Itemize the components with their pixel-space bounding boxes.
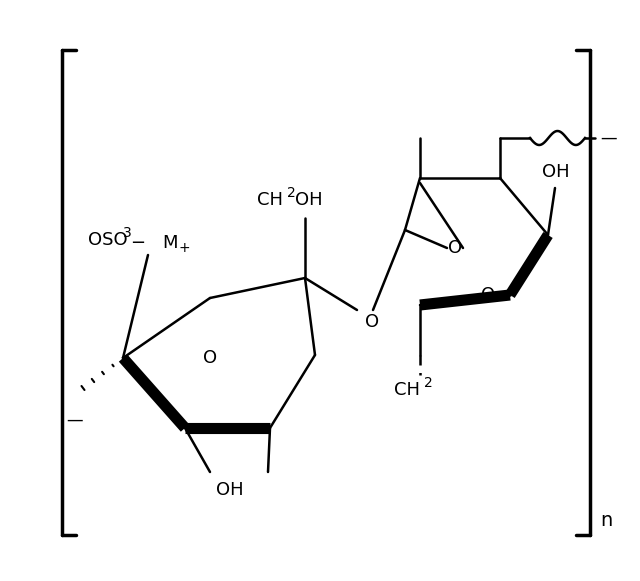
Text: −: − (130, 234, 145, 252)
Text: n: n (600, 511, 612, 529)
Text: O: O (448, 239, 462, 257)
Text: OSO: OSO (88, 231, 127, 249)
Text: OH: OH (542, 163, 570, 181)
Text: CH: CH (257, 191, 283, 209)
Text: 3: 3 (123, 226, 132, 240)
Text: CH: CH (394, 381, 420, 399)
Text: O: O (365, 313, 379, 331)
Text: M: M (162, 234, 177, 252)
Text: 2: 2 (424, 376, 433, 390)
Text: —: — (67, 411, 83, 429)
Text: OH: OH (216, 481, 244, 499)
Text: —: — (600, 129, 616, 147)
Text: O: O (481, 286, 495, 304)
Text: OH: OH (295, 191, 323, 209)
Text: 2: 2 (287, 186, 296, 200)
Text: O: O (203, 349, 217, 367)
Text: +: + (178, 241, 189, 255)
